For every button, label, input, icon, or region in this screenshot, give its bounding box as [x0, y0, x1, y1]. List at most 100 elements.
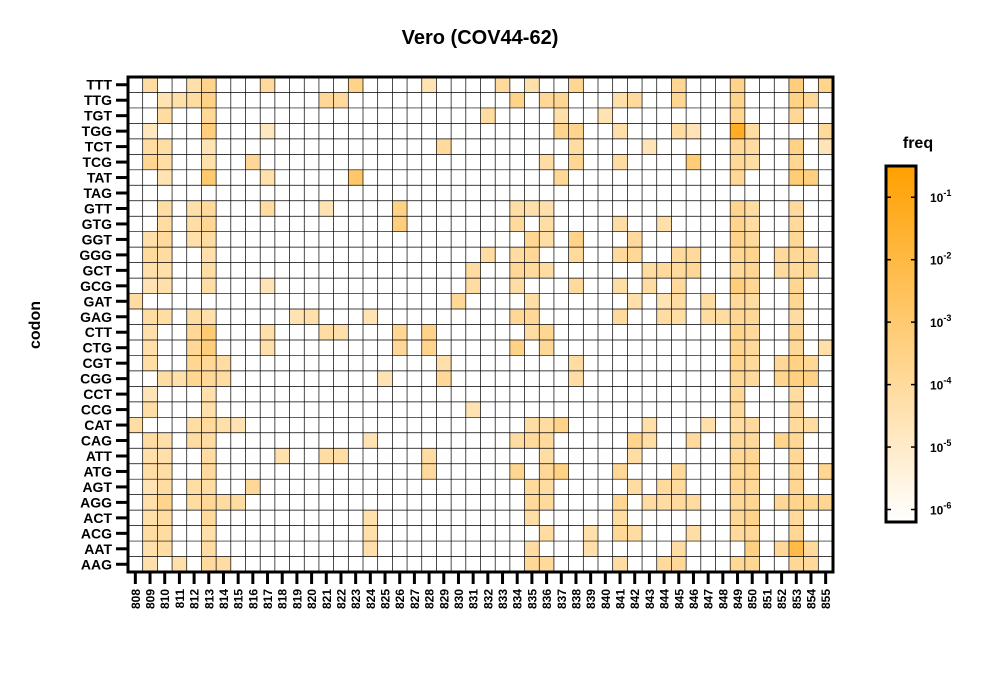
- heatmap-cell: [524, 247, 540, 263]
- heatmap-cell: [788, 247, 804, 263]
- heatmap-cell: [788, 355, 804, 371]
- heatmap-cell: [186, 216, 202, 232]
- heatmap-cell: [803, 370, 819, 387]
- x-tick-label: 828: [423, 589, 437, 609]
- heatmap-cell: [480, 107, 496, 124]
- heatmap-cell: [157, 370, 173, 387]
- heatmap-cell: [730, 463, 745, 480]
- x-tick-label: 850: [746, 589, 760, 609]
- heatmap-cell: [509, 216, 525, 232]
- heatmap-cell: [553, 417, 569, 433]
- heatmap-cell: [744, 510, 760, 526]
- y-tick-label: ACG: [81, 525, 112, 541]
- y-tick-label: TTT: [86, 77, 112, 93]
- heatmap-cell: [671, 247, 687, 263]
- heatmap-cell: [142, 510, 158, 526]
- x-tick-label: 809: [144, 589, 158, 609]
- heatmap-cell: [612, 247, 628, 263]
- heatmap-cell: [774, 355, 789, 371]
- heatmap-cell: [157, 463, 173, 480]
- heatmap-cell: [730, 107, 745, 124]
- heatmap-cell: [201, 370, 217, 387]
- heatmap-cell: [598, 107, 613, 124]
- heatmap-cell: [568, 138, 584, 155]
- heatmap-cell: [392, 200, 408, 217]
- heatmap-cell: [568, 370, 584, 387]
- heatmap-cell: [656, 556, 672, 572]
- heatmap-cell: [788, 386, 804, 402]
- heatmap-cell: [553, 463, 569, 480]
- x-tick-label: 853: [790, 589, 804, 609]
- x-tick-label: 811: [173, 589, 187, 609]
- heatmap-cell: [142, 247, 158, 263]
- y-tick-label: TTG: [84, 92, 112, 108]
- legend-tick-label: 10-3: [930, 313, 951, 330]
- heatmap-cell: [260, 278, 275, 294]
- heatmap-cell: [157, 494, 173, 511]
- heatmap-cell: [818, 77, 833, 93]
- heatmap-cell: [157, 479, 173, 495]
- heatmap-cell: [627, 293, 643, 310]
- heatmap-cell: [524, 324, 540, 340]
- heatmap-cell: [730, 123, 745, 139]
- heatmap-cell: [421, 324, 437, 340]
- heatmap-cell: [700, 293, 716, 310]
- heatmap-cell: [744, 324, 760, 340]
- heatmap-cell: [201, 278, 217, 294]
- heatmap-cell: [568, 231, 584, 248]
- heatmap-cell: [568, 247, 584, 263]
- heatmap-cell: [186, 309, 202, 325]
- heatmap-cell: [788, 231, 804, 248]
- heatmap-cell: [568, 77, 584, 93]
- heatmap-cell: [744, 494, 760, 511]
- heatmap-cell: [744, 541, 760, 557]
- heatmap-cell: [201, 417, 217, 433]
- heatmap-cell: [201, 339, 217, 356]
- heatmap-cell: [627, 247, 643, 263]
- heatmap-cell: [524, 231, 540, 248]
- heatmap-cell: [142, 262, 158, 279]
- y-tick-label: CTT: [85, 324, 113, 340]
- heatmap-cell: [186, 355, 202, 371]
- heatmap-cell: [774, 247, 789, 263]
- heatmap-cell: [157, 448, 173, 464]
- x-tick-label: 817: [261, 589, 275, 609]
- heatmap-cell: [142, 463, 158, 480]
- heatmap-cell: [788, 77, 804, 93]
- heatmap-cell: [730, 432, 745, 449]
- y-tick-label: GCT: [82, 262, 112, 278]
- heatmap-cell: [142, 494, 158, 511]
- heatmap-cell: [656, 479, 672, 495]
- heatmap-cell: [201, 324, 217, 340]
- heatmap-cell: [686, 123, 701, 139]
- heatmap-cell: [612, 510, 628, 526]
- heatmap-cell: [700, 417, 716, 433]
- y-tick-label: GAT: [83, 293, 112, 309]
- heatmap-cell: [671, 262, 687, 279]
- heatmap-cell: [333, 92, 349, 108]
- heatmap-cell: [201, 386, 217, 402]
- y-tick-label: AGG: [80, 494, 112, 510]
- heatmap-cell: [201, 200, 217, 217]
- y-tick-label: AAG: [81, 556, 112, 572]
- heatmap-cell: [656, 262, 672, 279]
- heatmap-cell: [539, 463, 554, 480]
- heatmap-cell: [157, 154, 173, 170]
- heatmap-cell: [363, 510, 378, 526]
- heatmap-cell: [509, 92, 525, 108]
- legend-tick-label: 10-6: [930, 501, 951, 518]
- heatmap-cell: [788, 370, 804, 387]
- heatmap-cell: [363, 309, 378, 325]
- heatmap-cell: [788, 556, 804, 572]
- heatmap-cell: [788, 293, 804, 310]
- x-tick-label: 838: [569, 589, 583, 609]
- heatmap-cell: [157, 169, 173, 186]
- heatmap-cell: [157, 107, 173, 124]
- heatmap-cell: [186, 339, 202, 356]
- heatmap-cell: [803, 494, 819, 511]
- heatmap-cell: [730, 525, 745, 542]
- heatmap-cell: [744, 278, 760, 294]
- heatmap-cell: [142, 355, 158, 371]
- heatmap-cell: [788, 262, 804, 279]
- heatmap-cell: [539, 525, 554, 542]
